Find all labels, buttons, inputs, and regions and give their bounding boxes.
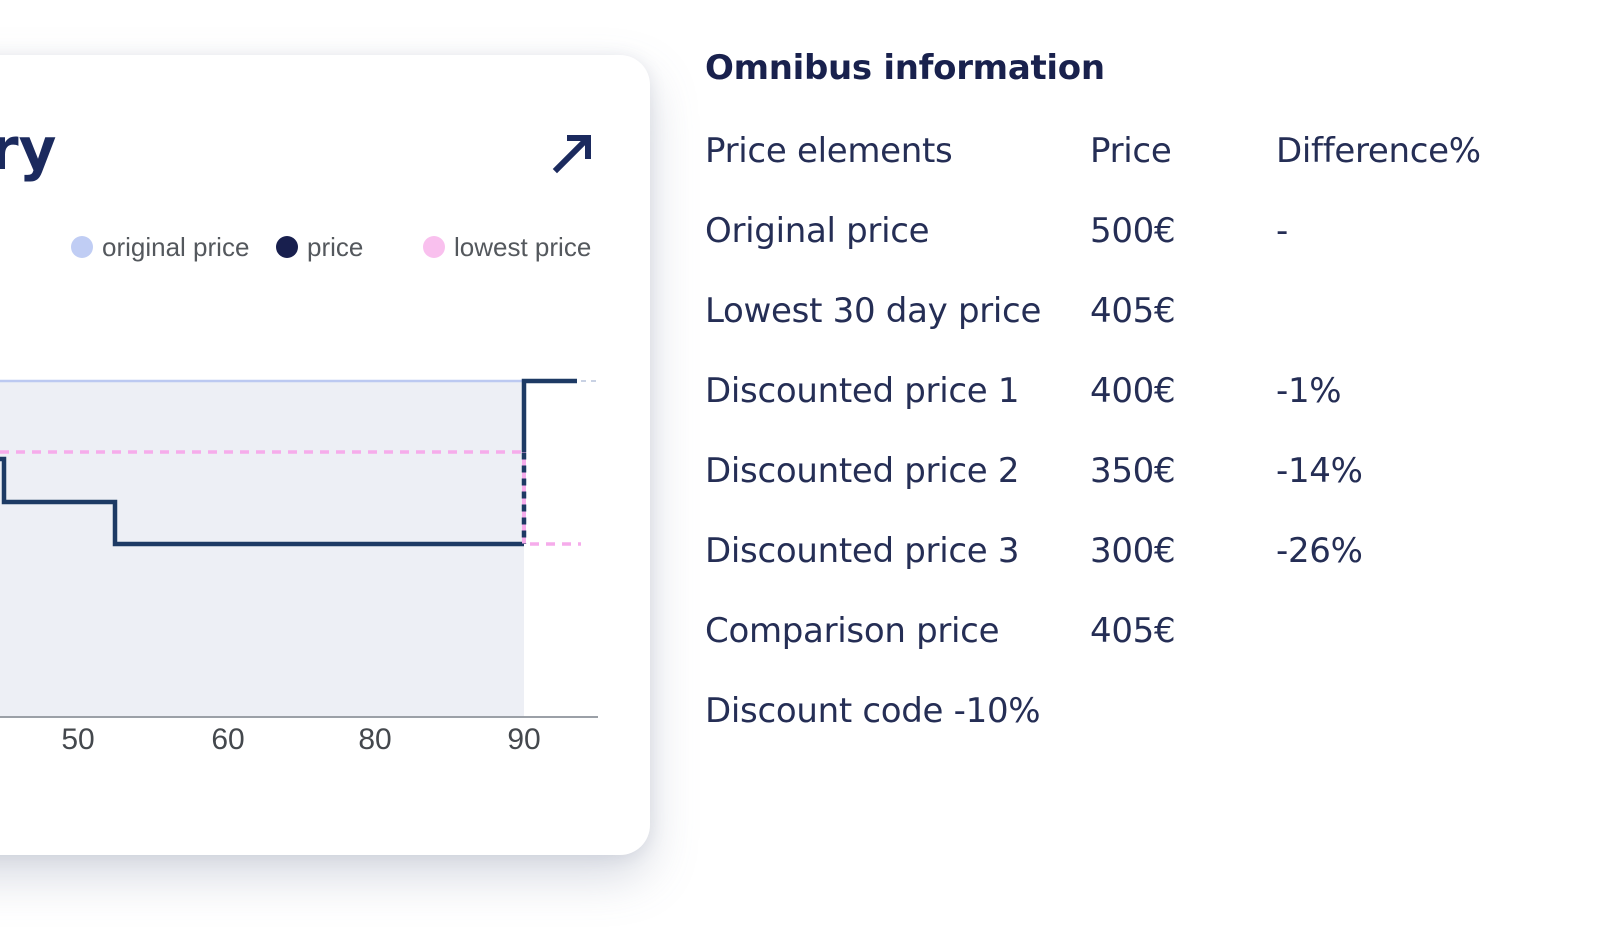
legend-dot-price [276, 236, 298, 258]
row-diff: -26% [1276, 531, 1363, 571]
row-price: 500€ [1090, 211, 1176, 251]
table-row-discount-code: Discount code -10% [705, 671, 1525, 751]
card-title-fragment: ry [0, 115, 57, 183]
legend-item-original-price[interactable]: original price [71, 231, 250, 262]
legend-label-lowest-price: lowest price [454, 231, 592, 262]
x-tick-label-50: 50 [61, 723, 94, 756]
row-label: Discounted price 3 [705, 531, 1020, 571]
legend-dot-original-price [71, 236, 93, 258]
row-price: 405€ [1090, 291, 1176, 331]
row-label: Lowest 30 day price [705, 291, 1042, 331]
legend-dot-lowest-price [423, 236, 445, 258]
row-price: 405€ [1090, 611, 1176, 651]
table-row-original-price: Original price 500€ - [705, 191, 1525, 271]
price-history-chart: 50 60 80 90 [0, 355, 600, 790]
legend-label-original-price: original price [102, 231, 250, 262]
x-tick-label-80: 80 [358, 723, 391, 756]
row-label: Comparison price [705, 611, 1000, 651]
omnibus-title: Omnibus information [705, 48, 1105, 88]
row-label: Discount code -10% [705, 691, 1041, 731]
arrow-up-right-icon [552, 135, 591, 174]
legend-label-price: price [307, 231, 364, 262]
table-row-comparison-price: Comparison price 405€ [705, 591, 1525, 671]
row-label: Discounted price 1 [705, 371, 1020, 411]
table-row-discounted-price-3: Discounted price 3 300€ -26% [705, 511, 1525, 591]
table-row-discounted-price-2: Discounted price 2 350€ -14% [705, 431, 1525, 511]
row-diff: - [1276, 211, 1288, 251]
row-label: Original price [705, 211, 930, 251]
omnibus-table: Price elements Price Difference% Origina… [705, 111, 1525, 751]
row-diff: -14% [1276, 451, 1363, 491]
legend-item-price[interactable]: price [276, 231, 364, 262]
column-header-price-elements: Price elements [705, 131, 953, 171]
expand-button[interactable] [548, 130, 596, 178]
x-tick-label-90: 90 [507, 723, 540, 756]
x-tick-label-60: 60 [211, 723, 244, 756]
row-price: 350€ [1090, 451, 1176, 491]
table-row-lowest-30-day-price: Lowest 30 day price 405€ [705, 271, 1525, 351]
column-header-price: Price [1090, 131, 1172, 171]
row-price: 400€ [1090, 371, 1176, 411]
row-price: 300€ [1090, 531, 1176, 571]
table-row-discounted-price-1: Discounted price 1 400€ -1% [705, 351, 1525, 431]
column-header-difference: Difference% [1276, 131, 1481, 171]
omnibus-header-row: Price elements Price Difference% [705, 111, 1525, 191]
row-diff: -1% [1276, 371, 1342, 411]
legend-item-lowest-price[interactable]: lowest price [423, 231, 592, 262]
row-label: Discounted price 2 [705, 451, 1020, 491]
